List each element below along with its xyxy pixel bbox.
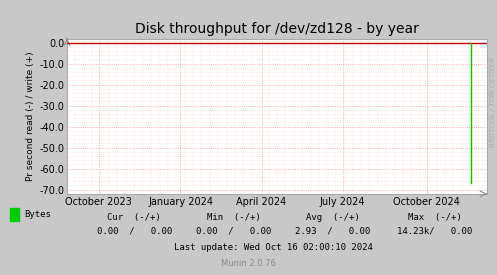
Text: 0.00  /   0.00: 0.00 / 0.00 [196, 227, 271, 236]
Text: RRDTOOL / TOBI OETIKER: RRDTOOL / TOBI OETIKER [490, 57, 496, 147]
Text: Cur  (-/+): Cur (-/+) [107, 213, 161, 222]
Text: Last update: Wed Oct 16 02:00:10 2024: Last update: Wed Oct 16 02:00:10 2024 [174, 243, 373, 252]
Title: Disk throughput for /dev/zd128 - by year: Disk throughput for /dev/zd128 - by year [135, 22, 419, 36]
Text: 2.93  /   0.00: 2.93 / 0.00 [295, 227, 371, 236]
Text: Avg  (-/+): Avg (-/+) [306, 213, 360, 222]
Text: 0.00  /   0.00: 0.00 / 0.00 [96, 227, 172, 236]
Text: Bytes: Bytes [24, 210, 51, 219]
Y-axis label: Pr second read (-) / write (+): Pr second read (-) / write (+) [26, 51, 35, 181]
Text: Max  (-/+): Max (-/+) [408, 213, 462, 222]
Text: Munin 2.0.76: Munin 2.0.76 [221, 259, 276, 268]
Text: Min  (-/+): Min (-/+) [207, 213, 260, 222]
Bar [10, 208, 19, 221]
Text: 14.23k/   0.00: 14.23k/ 0.00 [397, 227, 473, 236]
